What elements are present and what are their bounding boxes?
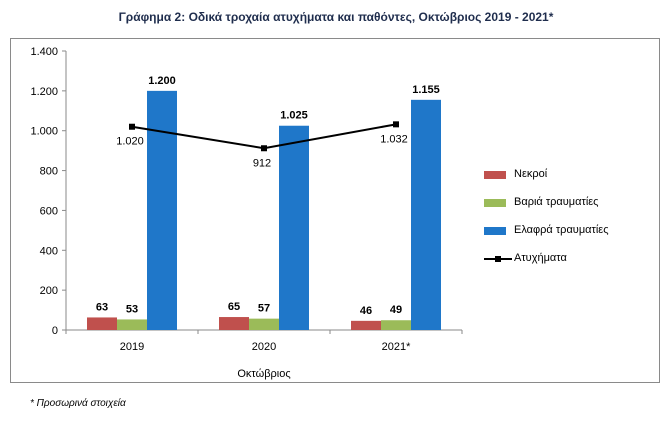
accidents-data-label: 1.032 (380, 133, 408, 145)
bar-0 (219, 317, 249, 330)
bar-2 (147, 90, 177, 330)
y-tick-label: 1.200 (30, 86, 58, 98)
accidents-marker (129, 123, 135, 130)
y-tick-label: 200 (40, 285, 58, 297)
y-tick-label: 600 (40, 205, 58, 217)
legend-label-slight-injuries: Ελαφρά τραυματίες (514, 224, 609, 236)
legend-swatch-slight-injuries (484, 227, 506, 235)
bar-data-label: 53 (126, 303, 138, 315)
bar-data-label: 49 (390, 304, 402, 316)
x-tick-label: 2019 (120, 341, 144, 353)
bar-0 (351, 320, 381, 330)
x-axis-title: Οκτώβριος (237, 368, 290, 380)
bar-1 (117, 319, 147, 330)
bar-1 (249, 318, 279, 330)
accidents-data-label: 912 (253, 157, 271, 169)
bar-0 (87, 317, 117, 330)
bar-data-label: 63 (96, 301, 108, 313)
y-tick-label: 0 (52, 325, 58, 337)
x-tick-label: 2021* (382, 341, 411, 353)
bar-data-label: 65 (228, 301, 240, 313)
y-tick-label: 800 (40, 166, 58, 178)
chart-title: Γράφημα 2: Οδικά τροχαία ατυχήματα και π… (118, 10, 554, 24)
accidents-marker (261, 145, 267, 152)
bar-data-label: 57 (258, 303, 270, 315)
bar-1 (381, 320, 411, 330)
legend-swatch-serious-injuries (484, 199, 506, 207)
y-tick-label: 1.400 (30, 46, 58, 58)
legend-swatch-deaths (484, 171, 506, 179)
legend-line-accidents (484, 256, 512, 262)
chart-frame (10, 38, 660, 383)
accidents-marker (393, 121, 399, 128)
legend-label-serious-injuries: Βαριά τραυματίες (514, 196, 599, 208)
legend-label-deaths: Νεκροί (514, 168, 548, 180)
bar-2 (279, 125, 309, 330)
x-tick-label: 2020 (252, 341, 276, 353)
bar-data-label: 46 (360, 305, 372, 317)
bar-data-label: 1.155 (412, 84, 440, 96)
y-tick-label: 400 (40, 245, 58, 257)
bar-2 (411, 99, 441, 330)
y-tick-label: 1.000 (30, 126, 58, 138)
bar-data-label: 1.025 (280, 110, 308, 122)
footnote: * Προσωρινά στοιχεία (30, 398, 126, 409)
accidents-data-label: 1.020 (116, 136, 144, 148)
legend-label-accidents: Ατυχήματα (514, 252, 567, 264)
bar-data-label: 1.200 (148, 75, 176, 87)
